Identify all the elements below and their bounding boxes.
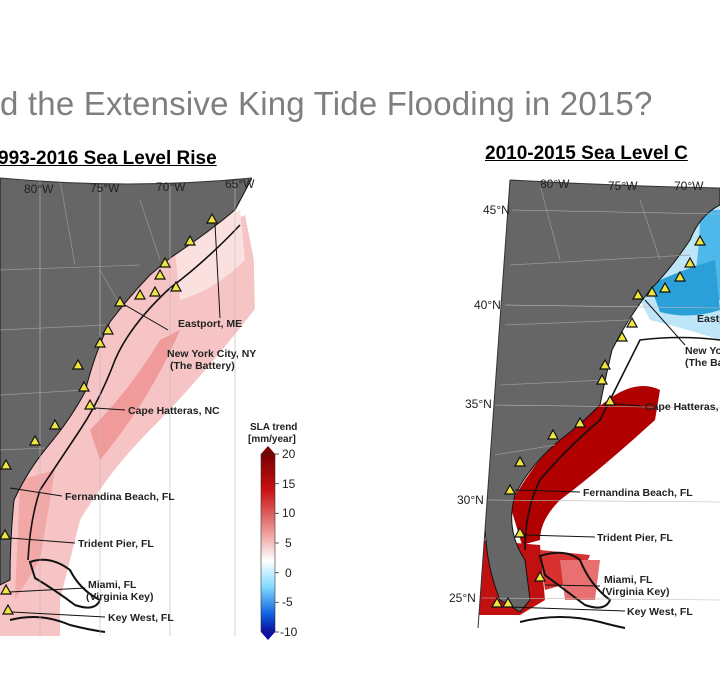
left-map (0, 178, 262, 636)
right-land (481, 180, 720, 613)
station-label: Miami, FL (88, 579, 137, 591)
colorbar-tick: 15 (282, 477, 296, 491)
right-station-markers (490, 234, 707, 608)
station-marker (658, 281, 672, 293)
station-label: (Virginia Key) (86, 591, 154, 603)
station-marker (533, 570, 547, 582)
station-marker (631, 288, 645, 300)
station-marker (1, 603, 15, 615)
station-marker (513, 526, 527, 538)
right-lat-label: 40°N (474, 298, 501, 312)
station-marker (83, 398, 97, 410)
station-label: Eastp (697, 313, 720, 325)
station-marker (625, 316, 639, 328)
station-marker (0, 528, 12, 540)
left-map-title: 993-2016 Sea Level Rise (0, 148, 217, 169)
colorbar-title: SLA trend (250, 422, 297, 433)
station-label: Trident Pier, FL (78, 538, 154, 550)
station-label: Miami, FL (604, 574, 653, 586)
colorbar-tick: 10 (282, 506, 296, 520)
station-marker (501, 596, 515, 608)
station-label: Cape Hatteras, (645, 401, 719, 413)
right-lat-label: 45°N (483, 203, 510, 217)
station-label: (Virginia Key) (602, 586, 670, 598)
station-marker (546, 428, 560, 440)
station-marker (598, 358, 612, 370)
left-ocean-anomaly (0, 215, 262, 636)
station-label: (The Ba (685, 357, 720, 369)
station-label: New York City, NY (167, 348, 256, 360)
right-lon-label: 75°W (608, 179, 638, 193)
station-label: Eastport, ME (178, 318, 242, 330)
right-map (478, 180, 720, 630)
station-label: Key West, FL (627, 606, 693, 618)
station-marker (693, 234, 707, 246)
station-marker (93, 336, 107, 348)
colorbar-tick: 5 (285, 536, 292, 550)
station-marker (0, 583, 13, 595)
station-label: Key West, FL (108, 612, 174, 624)
station-label: New Yo (685, 345, 720, 357)
colorbar-tick: 0 (285, 566, 292, 580)
station-marker (683, 256, 697, 268)
colorbar-tick: -10 (280, 625, 298, 639)
station-label: Cape Hatteras, NC (128, 405, 220, 417)
right-ocean-red (510, 386, 660, 545)
station-marker (153, 268, 167, 280)
station-marker (645, 285, 659, 297)
right-map-title: 2010-2015 Sea Level C (485, 143, 688, 164)
station-marker (0, 458, 13, 470)
station-marker (205, 212, 219, 224)
station-marker (573, 416, 587, 428)
colorbar-tick: 20 (282, 447, 296, 461)
right-lon-label: 80°W (540, 177, 570, 191)
station-label: Trident Pier, FL (597, 532, 673, 544)
left-lon-label: 80°W (24, 182, 54, 196)
station-marker (77, 380, 91, 392)
station-marker (169, 280, 183, 292)
right-lon-label: 70°W (674, 179, 704, 193)
station-marker (183, 234, 197, 246)
station-marker (490, 596, 504, 608)
station-marker (158, 256, 172, 268)
left-station-markers (0, 212, 219, 615)
station-marker (595, 373, 609, 385)
station-label: Fernandina Beach, FL (65, 491, 175, 503)
left-lon-label: 70°W (156, 180, 186, 194)
colorbar: SLA trend [mm/year] 20 15 10 5 0 -5 -10 (248, 422, 298, 640)
colorbar-tick: -5 (282, 595, 293, 609)
station-marker (503, 483, 517, 495)
colorbar-units: [mm/year] (248, 434, 296, 445)
station-marker (101, 323, 115, 335)
station-marker (113, 295, 127, 307)
station-marker (513, 455, 527, 467)
station-marker (615, 330, 629, 342)
left-lon-label: 75°W (90, 181, 120, 195)
left-lon-label: 65°W (225, 177, 255, 191)
station-marker (28, 434, 42, 446)
station-marker (48, 418, 62, 430)
slide-title: d the Extensive King Tide Flooding in 20… (0, 85, 653, 122)
station-marker (133, 288, 147, 300)
station-label: Fernandina Beach, FL (583, 487, 693, 499)
station-label: (The Battery) (170, 360, 235, 372)
station-marker (603, 394, 617, 406)
station-marker (673, 270, 687, 282)
left-land (0, 178, 253, 586)
right-lat-label: 25°N (449, 591, 476, 605)
right-lat-label: 30°N (457, 493, 484, 507)
station-marker (71, 358, 85, 370)
station-marker (148, 285, 162, 297)
right-lat-label: 35°N (465, 397, 492, 411)
